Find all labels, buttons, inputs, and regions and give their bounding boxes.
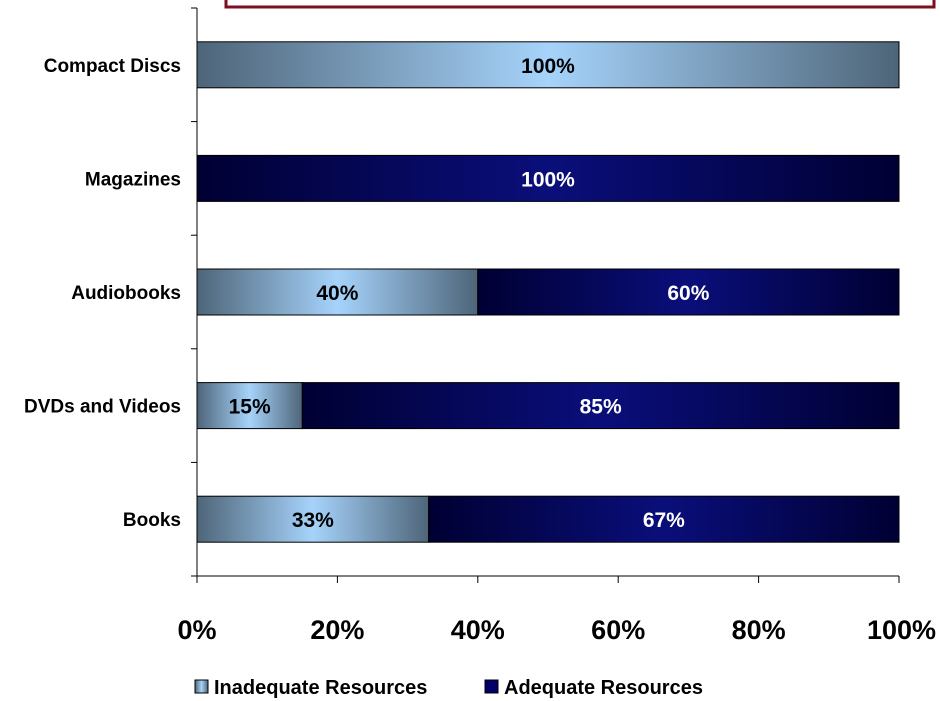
legend-label-inadequate: Inadequate Resources	[214, 677, 427, 699]
bar-segment	[477, 268, 900, 316]
category-label: Magazines	[85, 169, 181, 190]
bar-segment	[301, 382, 900, 430]
data-label: 100%	[521, 168, 575, 191]
axes-group	[191, 7, 900, 583]
x-tick-label: 80%	[732, 615, 786, 645]
data-label: 67%	[643, 509, 685, 532]
bar-segment	[196, 268, 479, 316]
category-label: Compact Discs	[44, 56, 181, 77]
x-tick-label: 40%	[451, 615, 505, 645]
x-tick-label: 20%	[310, 615, 364, 645]
labels-group: 33% 67% Books 15% 85% DVDs and Videos 40% 60% Au…	[24, 55, 936, 645]
data-label: 60%	[667, 282, 709, 305]
data-label: 100%	[521, 55, 575, 78]
x-tick-label: 100%	[867, 615, 936, 645]
legend: Inadequate Resources Adequate Resources	[194, 677, 703, 699]
data-label: 85%	[580, 396, 622, 419]
bar-segment	[196, 382, 303, 430]
category-label: Books	[123, 510, 181, 531]
data-label: 33%	[292, 509, 334, 532]
bars-group	[196, 41, 900, 543]
legend-swatch-adequate	[484, 679, 499, 694]
bar-segment	[428, 495, 900, 543]
legend-swatch-inadequate	[194, 679, 209, 694]
data-label: 40%	[316, 282, 358, 305]
data-label: 15%	[229, 396, 271, 419]
category-label: Audiobooks	[71, 283, 181, 304]
bar-segment	[196, 495, 430, 543]
legend-label-adequate: Adequate Resources	[504, 677, 703, 699]
bar-segment	[196, 154, 900, 202]
x-tick-label: 0%	[177, 615, 216, 645]
x-tick-label: 60%	[591, 615, 645, 645]
title-box	[224, 0, 936, 9]
category-label: DVDs and Videos	[24, 397, 181, 418]
